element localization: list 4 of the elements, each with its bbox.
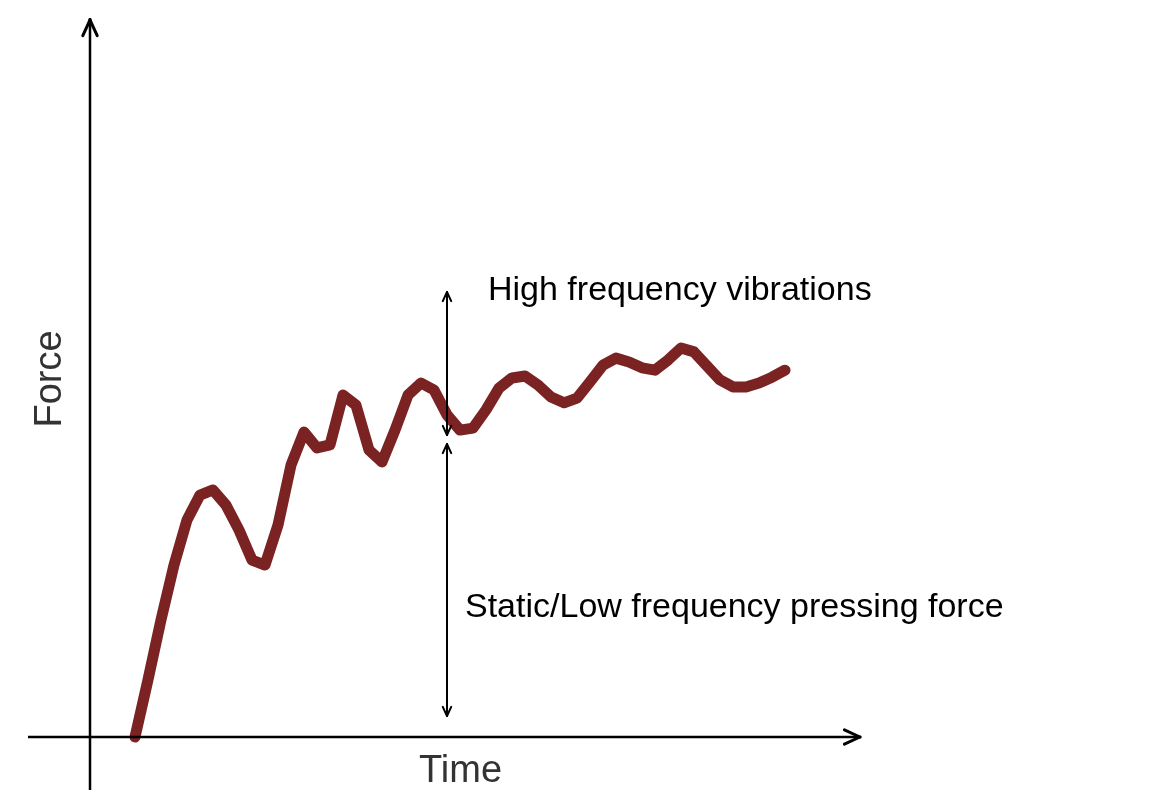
x-axis-title: Time <box>418 747 503 790</box>
y-axis-title: Force <box>26 330 69 428</box>
annotation: Static/Low frequency pressing force <box>465 586 1004 624</box>
text: High frequency vibrations <box>488 269 872 307</box>
